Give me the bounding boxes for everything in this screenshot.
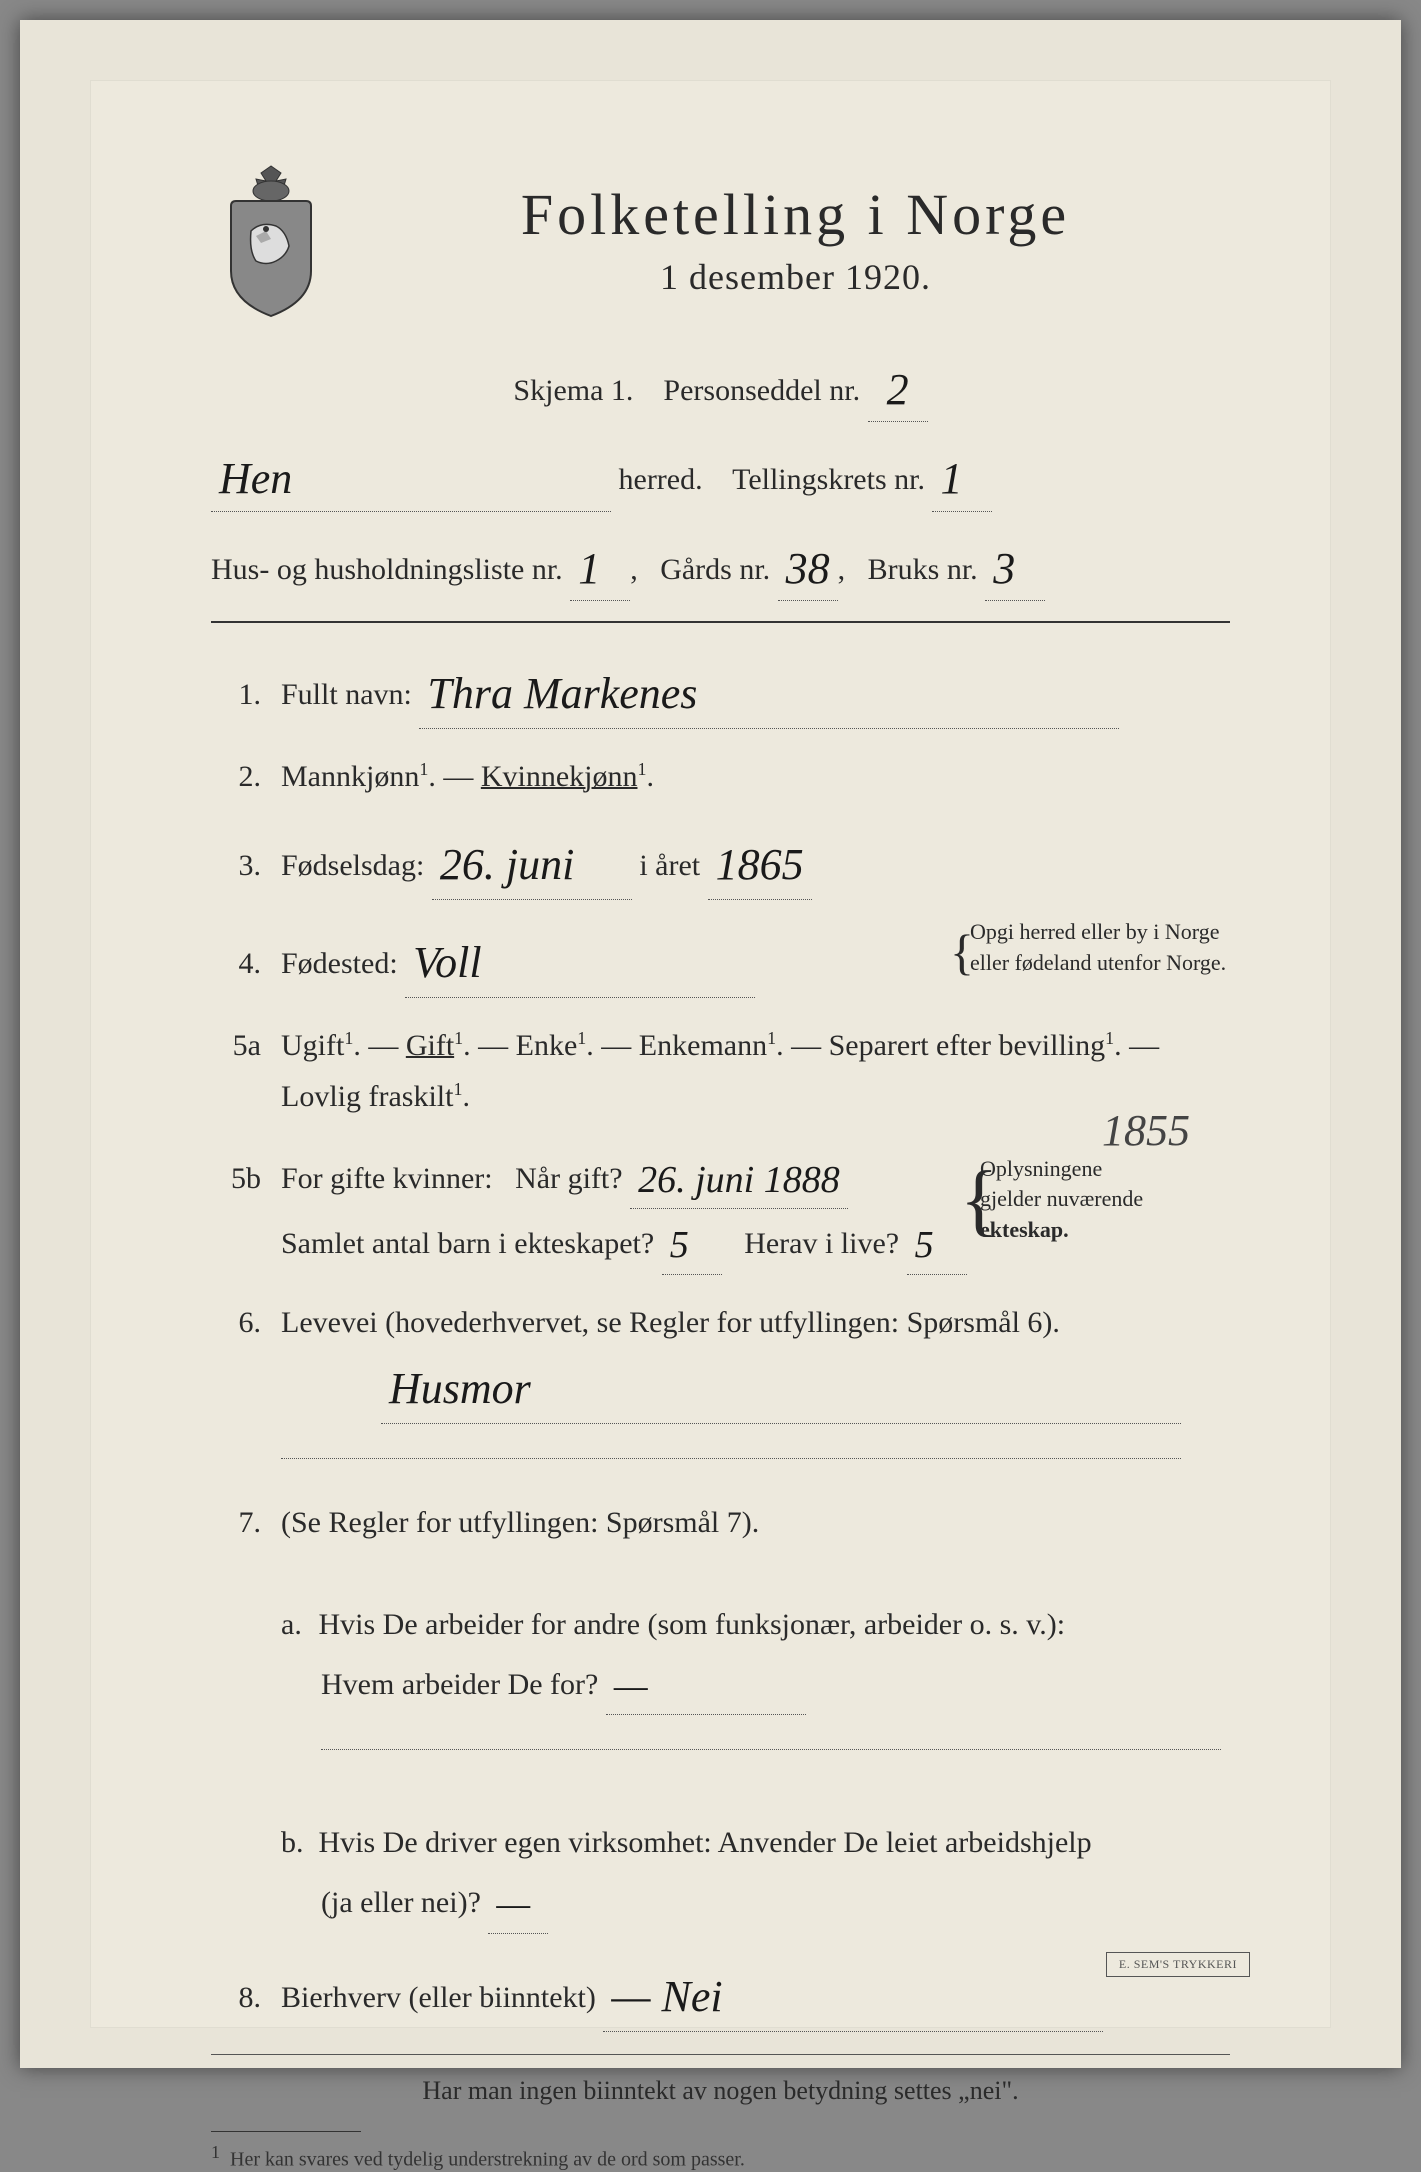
q5b-nargift-label: Når gift? [515, 1162, 622, 1195]
footnote-num: 1 [211, 2142, 220, 2162]
q5a-fraskilt: Lovlig fraskilt [281, 1080, 453, 1113]
brace-icon: { [950, 917, 974, 987]
q4-value: Voll [413, 938, 481, 987]
husliste-nr: 1 [578, 544, 600, 593]
q5b-herav-value: 5 [915, 1224, 934, 1266]
form-paper: Folketelling i Norge 1 desember 1920. Sk… [90, 80, 1331, 2028]
q7-row: 7. (Se Regler for utfyllingen: Spørsmål … [211, 1497, 1230, 1934]
divider-top [211, 621, 1230, 623]
skjema-line: Skjema 1. Personseddel nr. 2 [211, 351, 1230, 422]
husliste-label: Hus- og husholdningsliste nr. [211, 553, 563, 586]
footnote: 1 Her kan svares ved tydelig understrekn… [211, 2142, 1230, 2172]
q4-note1: Opgi herred eller by i Norge [970, 919, 1219, 944]
q5a-num: 5a [211, 1029, 261, 1063]
q6-value: Husmor [389, 1364, 531, 1413]
q5b-herav-label: Herav i live? [744, 1227, 899, 1260]
document-page: Folketelling i Norge 1 desember 1920. Sk… [20, 20, 1401, 2068]
q4-row: 4. Fødested: Voll { Opgi herred eller by… [211, 922, 1230, 998]
q7-label: (Se Regler for utfyllingen: Spørsmål 7). [281, 1506, 759, 1539]
q3-year-label: i året [639, 849, 700, 882]
herred-label: herred. [619, 463, 703, 496]
main-title: Folketelling i Norge [361, 181, 1230, 248]
q4-label: Fødested: [281, 947, 398, 980]
q2-kvinne: Kvinnekjønn [481, 760, 638, 793]
q5a-gift: Gift [406, 1029, 454, 1062]
q3-year: 1865 [716, 840, 804, 889]
q7b-value: — [496, 1883, 530, 1925]
q5b-barn-value: 5 [670, 1224, 689, 1266]
q6-row: 6. Levevei (hovederhvervet, se Regler fo… [211, 1297, 1230, 1475]
footer-note: Har man ingen biinntekt av nogen betydni… [211, 2070, 1230, 2112]
q4-num: 4. [211, 947, 261, 981]
gards-label: Gårds nr. [660, 553, 770, 586]
q2-mann: Mannkjønn [281, 760, 419, 793]
subtitle: 1 desember 1920. [361, 256, 1230, 298]
q5a-row: 5a Ugift1. — Gift1. — Enke1. — Enkemann1… [211, 1020, 1230, 1122]
q4-note2: eller fødeland utenfor Norge. [970, 950, 1226, 975]
q1-num: 1. [211, 678, 261, 712]
q1-value: Thra Markenes [427, 669, 697, 718]
coat-of-arms-icon [211, 161, 331, 321]
q4-side-note: { Opgi herred eller by i Norge eller fød… [970, 917, 1230, 979]
q5b-barn-label: Samlet antal barn i ekteskapet? [281, 1227, 654, 1260]
q7b-label: Hvis De driver egen virksomhet: Anvender… [319, 1826, 1092, 1859]
q5b-side-note: { Oplysningene gjelder nuværende ekteska… [980, 1154, 1240, 1246]
q2-num: 2. [211, 760, 261, 794]
q1-row: 1. Fullt navn: Thra Markenes [211, 653, 1230, 729]
q5b-row: 5b 1855 For gifte kvinner: Når gift? 26.… [211, 1144, 1230, 1275]
q3-row: 3. Fødselsdag: 26. juni i året 1865 [211, 824, 1230, 900]
q8-value: — Nei [611, 1972, 722, 2021]
q6-label: Levevei (hovederhvervet, se Regler for u… [281, 1306, 1060, 1339]
skjema-label: Skjema 1. [513, 374, 633, 407]
q7b-q: (ja eller nei)? [321, 1886, 481, 1919]
q7a-value: — [614, 1665, 648, 1707]
q5a-enke: Enke [516, 1029, 578, 1062]
husliste-line: Hus- og husholdningsliste nr. 1, Gårds n… [211, 530, 1230, 601]
herred-value: Hen [219, 454, 292, 503]
q5a-enkemann: Enkemann [639, 1029, 767, 1062]
q3-label: Fødselsdag: [281, 849, 424, 882]
tellingskrets-label: Tellingskrets nr. [732, 463, 925, 496]
printer-stamp: E. SEM'S TRYKKERI [1106, 1952, 1250, 1977]
divider-bottom [211, 2054, 1230, 2055]
q7a-letter: a. [281, 1599, 311, 1650]
header: Folketelling i Norge 1 desember 1920. [211, 161, 1230, 321]
q5b-num: 5b [211, 1162, 261, 1196]
q8-row: 8. Bierhverv (eller biinntekt) — Nei [211, 1956, 1230, 2032]
q6-num: 6. [211, 1306, 261, 1340]
q5a-ugift: Ugift [281, 1029, 344, 1062]
q3-day: 26. juni [440, 840, 574, 889]
q7-num: 7. [211, 1506, 261, 1540]
q3-num: 3. [211, 849, 261, 883]
gards-nr: 38 [786, 544, 830, 593]
q1-label: Fullt navn: [281, 678, 412, 711]
q7a-q: Hvem arbeider De for? [321, 1668, 598, 1701]
personseddel-nr: 2 [887, 365, 909, 414]
q8-label: Bierhverv (eller biinntekt) [281, 1981, 596, 2014]
title-block: Folketelling i Norge 1 desember 1920. [361, 161, 1230, 298]
q5b-nargift-value: 26. juni 1888 [638, 1159, 840, 1201]
q2-row: 2. Mannkjønn1. — Kvinnekjønn1. [211, 751, 1230, 802]
brace-icon: { [960, 1144, 998, 1256]
bruks-label: Bruks nr. [868, 553, 978, 586]
personseddel-label: Personseddel nr. [663, 374, 860, 407]
q5b-note2: gjelder nuværende [980, 1186, 1143, 1211]
q7a-label: Hvis De arbeider for andre (som funksjon… [319, 1608, 1066, 1641]
q5a-separert: Separert efter bevilling [829, 1029, 1106, 1062]
herred-line: Hen herred. Tellingskrets nr. 1 [211, 440, 1230, 511]
tellingskrets-nr: 1 [940, 454, 962, 503]
footnote-text: Her kan svares ved tydelig understreknin… [230, 2149, 745, 2171]
footnote-divider [211, 2131, 361, 2132]
q8-num: 8. [211, 1981, 261, 2015]
q5b-label: For gifte kvinner: [281, 1162, 493, 1195]
q7b-letter: b. [281, 1817, 311, 1868]
bruks-nr: 3 [993, 544, 1015, 593]
